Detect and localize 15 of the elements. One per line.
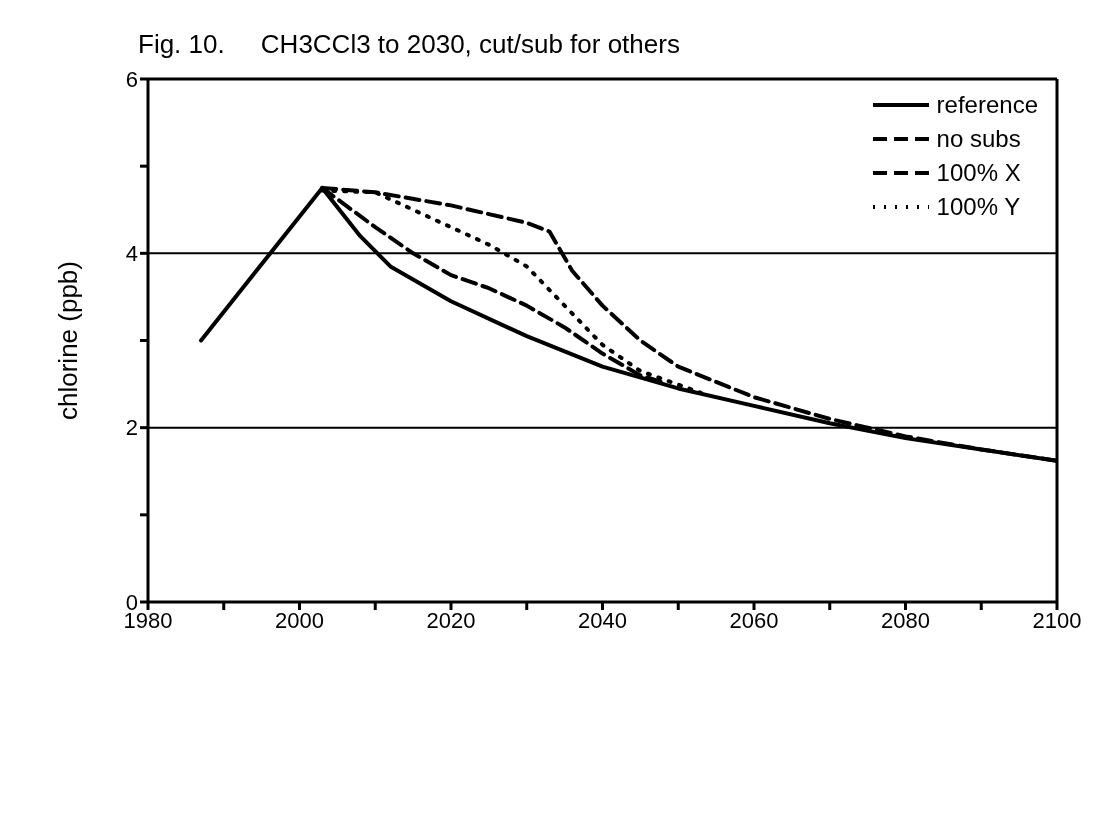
x-tick-label: 2060 (729, 607, 779, 633)
x-tick-label: 2100 (1032, 607, 1082, 633)
x-tick-label: 2080 (881, 607, 930, 633)
y-axis-title: chlorine (ppb) (53, 261, 84, 420)
y-tick-label: 2 (125, 415, 138, 441)
y-tick-label: 6 (125, 66, 138, 92)
x-tick-label: 2020 (426, 607, 476, 633)
legend-label: reference (936, 91, 1038, 119)
x-tick-label: 2040 (578, 607, 627, 633)
chart-title: Fig. 10. CH3CCl3 to 2030, cut/sub for others (138, 29, 680, 59)
legend-label: no subs (936, 125, 1021, 153)
x-tick-label: 2000 (275, 607, 324, 633)
y-tick-label: 4 (125, 241, 138, 267)
legend-label: 100% Y (936, 193, 1021, 221)
legend-label: 100% X (936, 159, 1021, 187)
